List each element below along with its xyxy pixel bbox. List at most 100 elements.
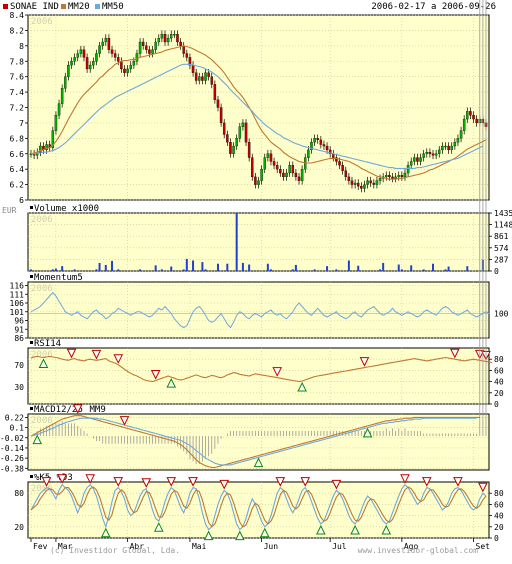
volume-bar (466, 266, 469, 271)
price-candle (316, 138, 319, 141)
price-candle (51, 130, 55, 148)
price-candle (60, 88, 64, 104)
macd-signal-marker (119, 416, 130, 426)
macd-panel-title: MACD12/26 (34, 405, 83, 415)
macd-signal-marker (362, 427, 373, 438)
stoch-signal-marker (219, 479, 230, 490)
date-range: 2006-02-17 a 2006-09-26 (371, 2, 496, 12)
price-candle (76, 53, 79, 58)
volume-bar (111, 260, 114, 271)
momentum-tick-label-6: 86 (14, 334, 24, 343)
volume-bar (117, 269, 120, 271)
price-candle (101, 41, 104, 46)
price-candle (238, 126, 242, 139)
stoch-panel-frame (27, 481, 490, 539)
rsi-signal-marker (166, 378, 177, 388)
price-candle (213, 84, 217, 100)
price-candle (356, 182, 360, 187)
volume-tick-label-0: 1435 (494, 209, 512, 218)
volume-bar (444, 269, 447, 271)
price-candle (319, 139, 323, 145)
price-candle (350, 180, 354, 185)
x-label-mai: Mai (192, 542, 207, 551)
price-candle (229, 142, 232, 154)
legend-label-mm50: MM50 (102, 2, 124, 12)
price-candle (391, 176, 394, 179)
price-candle (210, 76, 214, 85)
price-candle (431, 153, 435, 156)
price-candle (400, 175, 404, 178)
x-label-jul: Jul (332, 542, 347, 551)
price-candle (145, 45, 148, 50)
stoch-signal-marker (141, 478, 152, 488)
price-candle (472, 115, 475, 120)
price-candle (353, 182, 357, 185)
macd-tick-label-1: 0.1 (10, 424, 25, 433)
legend-swatch-mm20 (61, 4, 66, 9)
momentum-tick-label-4: 96 (14, 317, 24, 326)
price-candle (441, 145, 444, 151)
stoch-d3-line (30, 486, 487, 528)
price-candle (397, 175, 400, 178)
volume-bar (447, 266, 450, 271)
momentum-panel-frame (27, 281, 490, 339)
stoch-signal-marker (381, 524, 392, 535)
stoch-signal-marker (57, 474, 67, 484)
price-axis-label: EUR (2, 206, 17, 215)
volume-bar (400, 269, 403, 271)
volume-bar (269, 269, 272, 271)
price-candle (95, 53, 98, 62)
volume-bar (335, 269, 338, 271)
stoch-signal-marker (316, 524, 326, 535)
stoch-signal-marker (85, 474, 96, 484)
volume-bar (266, 263, 269, 271)
x-label-jun: Jun (264, 542, 279, 551)
volume-bar (422, 269, 425, 271)
price-tick-label-3: 7.8 (10, 57, 25, 66)
price-candle (294, 172, 298, 178)
volume-bar (379, 269, 382, 271)
volume-bar (357, 265, 360, 271)
price-tick-label-5: 7.4 (10, 88, 25, 97)
price-candle (378, 178, 382, 181)
macd-panel-title-marker (30, 407, 33, 410)
price-candle (366, 180, 369, 185)
price-candle (313, 138, 316, 143)
stoch-signal-marker (275, 477, 286, 487)
price-candle (123, 68, 126, 73)
price-tick-label-4: 7.6 (10, 73, 25, 82)
price-candle (120, 61, 123, 70)
price-candle (235, 138, 238, 147)
price-tick-label-9: 6.6 (10, 150, 25, 159)
price-candle (188, 57, 192, 66)
price-candle (385, 175, 388, 178)
volume-panel-watermark: 2006 (31, 215, 53, 225)
price-candle (422, 153, 425, 158)
price-tick-label-8: 6.8 (10, 134, 25, 143)
price-candle (419, 157, 422, 162)
stoch-tick-label-0: 80 (494, 489, 504, 498)
price-candle (179, 41, 182, 46)
price-candle (450, 145, 453, 151)
x-label-set: Set (476, 542, 491, 551)
price-candle (388, 175, 391, 178)
price-candle (447, 145, 450, 151)
price-candle (272, 161, 276, 166)
price-candle (269, 153, 273, 162)
price-candle (79, 49, 83, 54)
rsi-line (30, 355, 493, 383)
price-candle (363, 184, 366, 189)
volume-bar (170, 266, 173, 271)
price-candle (438, 149, 441, 154)
volume-bar (182, 269, 185, 271)
price-candle (372, 182, 376, 185)
price-candle (132, 61, 136, 66)
price-candle (135, 53, 139, 62)
price-candle (360, 185, 363, 189)
price-candle (466, 111, 469, 120)
price-candle (394, 176, 397, 179)
macd-tick-label-2: -0.02 (0, 434, 24, 443)
price-mm50-line (31, 63, 484, 169)
